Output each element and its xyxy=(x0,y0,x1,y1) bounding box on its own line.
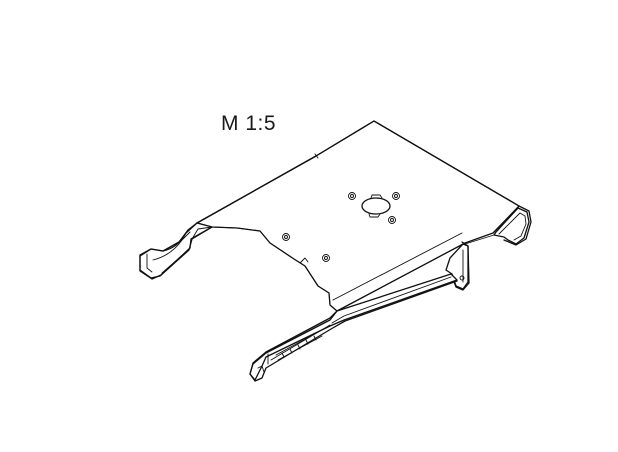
scale-label: M 1:5 xyxy=(221,112,277,135)
top-plate xyxy=(196,120,520,312)
left-arm xyxy=(139,222,213,280)
bottom-rail xyxy=(249,273,458,382)
centre-hole xyxy=(361,194,391,218)
mounting-holes xyxy=(282,192,400,262)
side-flange xyxy=(445,241,470,291)
